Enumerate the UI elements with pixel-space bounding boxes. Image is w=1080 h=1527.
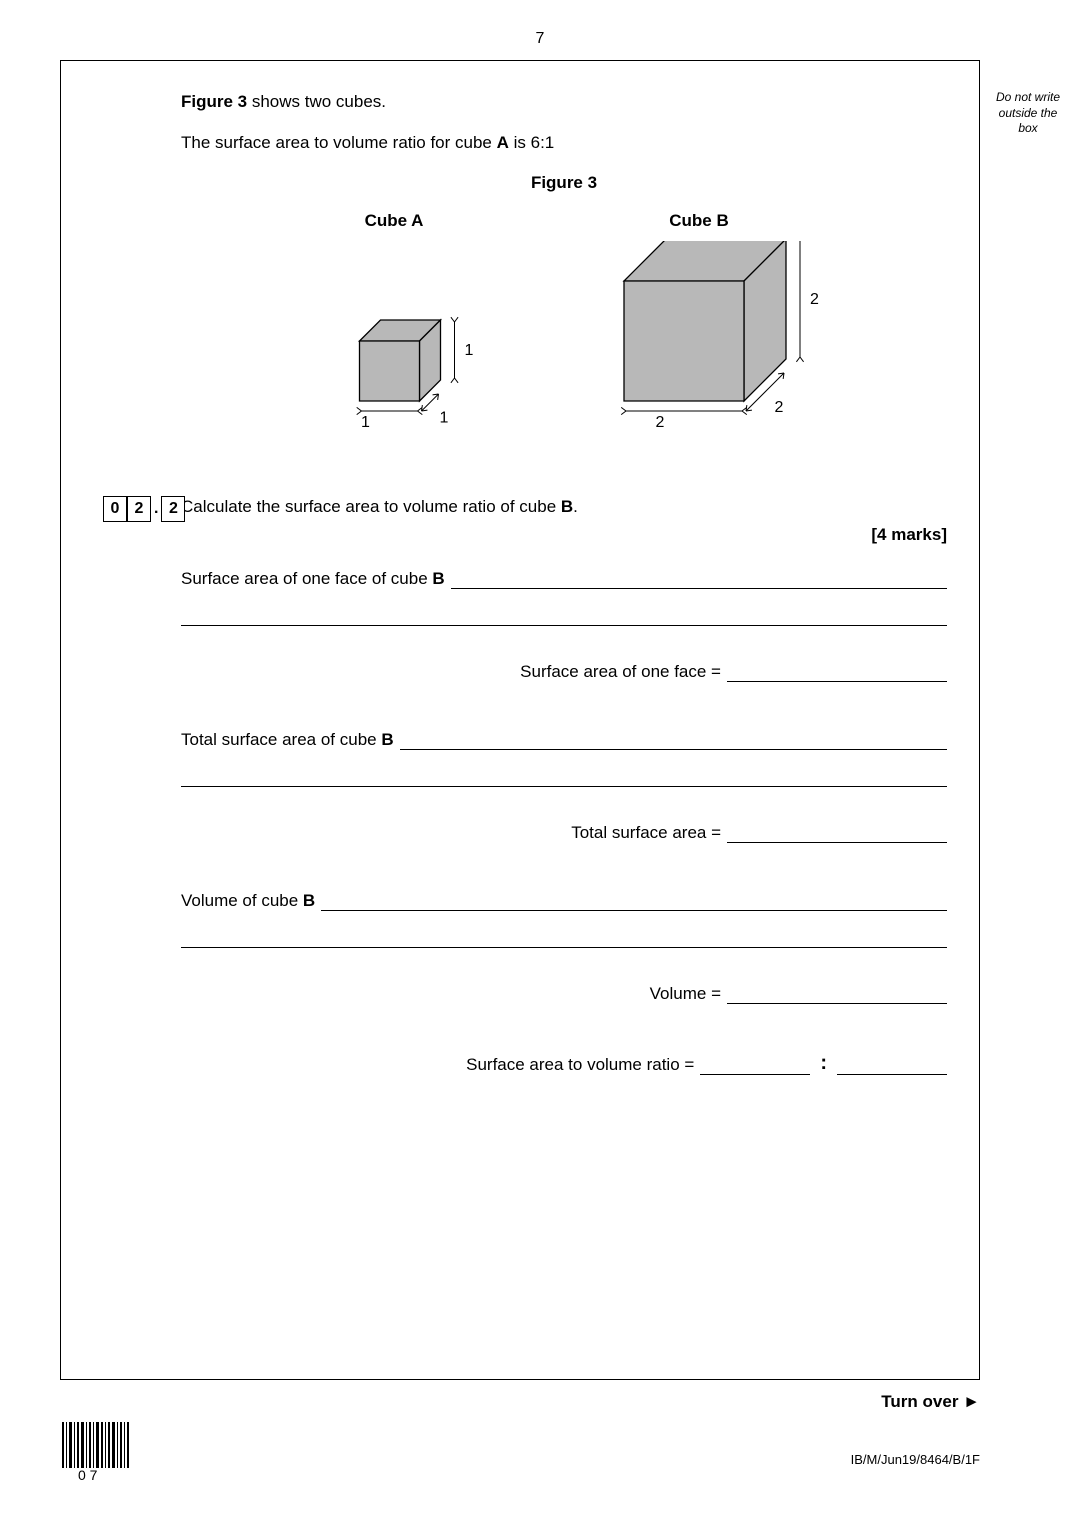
result-line-tsa: Total surface area = xyxy=(181,823,947,843)
question-number: 0 2 . 2 xyxy=(103,496,185,522)
svg-text:1: 1 xyxy=(361,414,370,431)
answer-rule[interactable] xyxy=(181,625,947,626)
answer-rule[interactable] xyxy=(451,571,947,589)
cube-a-label: Cube A xyxy=(309,211,479,231)
cube-a-icon: 1 1 1 xyxy=(309,241,479,431)
answer-line-tsa: Total surface area of cube B xyxy=(181,730,947,750)
footer-code: IB/M/Jun19/8464/B/1F xyxy=(0,1452,980,1467)
answer-rule[interactable] xyxy=(181,786,947,787)
cubes-diagram: Cube A 1 1 1 Cube B 2 2 2 xyxy=(181,211,947,436)
question-row: 0 2 . 2 Calculate the surface area to vo… xyxy=(181,496,947,1075)
answer-rule[interactable] xyxy=(727,986,947,1004)
svg-text:2: 2 xyxy=(656,414,665,431)
qnum-dot: . xyxy=(151,500,161,518)
answer-line-vol: Volume of cube B xyxy=(181,891,947,911)
result-line-ratio: Surface area to volume ratio = : xyxy=(181,1052,947,1075)
answer-rule[interactable] xyxy=(181,947,947,948)
answer-rule[interactable] xyxy=(727,825,947,843)
svg-text:2: 2 xyxy=(775,399,784,416)
turn-over-label: Turn over ► xyxy=(0,1392,980,1412)
figure-title: Figure 3 xyxy=(181,173,947,193)
figure-ref: Figure 3 xyxy=(181,92,247,111)
barcode-icon: 0 7 xyxy=(60,1422,140,1487)
answer-line-sa-face: Surface area of one face of cube B xyxy=(181,569,947,589)
qnum-box: 0 xyxy=(103,496,127,522)
marks-label: [4 marks] xyxy=(181,525,947,545)
svg-text:1: 1 xyxy=(440,409,449,426)
ratio-colon: : xyxy=(810,1052,837,1075)
cube-a-column: Cube A 1 1 1 xyxy=(309,211,479,436)
svg-text:0 7: 0 7 xyxy=(78,1467,98,1482)
qnum-box: 2 xyxy=(127,496,151,522)
answer-rule[interactable] xyxy=(321,893,947,911)
svg-text:1: 1 xyxy=(465,342,474,359)
qnum-box: 2 xyxy=(161,496,185,522)
answer-rule[interactable] xyxy=(837,1057,947,1075)
svg-text:2: 2 xyxy=(810,291,819,308)
question-text: Calculate the surface area to volume rat… xyxy=(181,496,947,519)
cube-b-label: Cube B xyxy=(579,211,819,231)
margin-note: Do not write outside the box xyxy=(988,90,1068,137)
intro-line-1: Figure 3 shows two cubes. xyxy=(181,91,947,114)
page-number: 7 xyxy=(0,30,1080,48)
intro-line-2: The surface area to volume ratio for cub… xyxy=(181,132,947,155)
answer-rule[interactable] xyxy=(700,1057,810,1075)
answer-rule[interactable] xyxy=(400,732,947,750)
result-line-vol: Volume = xyxy=(181,984,947,1004)
cube-b-column: Cube B 2 2 2 xyxy=(579,211,819,436)
answer-rule[interactable] xyxy=(727,664,947,682)
result-line-sa-face: Surface area of one face = xyxy=(181,662,947,682)
cube-b-icon: 2 2 2 xyxy=(579,241,819,431)
exam-page: 7 Do not write outside the box Figure 3 … xyxy=(0,0,1080,1507)
content-box: Figure 3 shows two cubes. The surface ar… xyxy=(60,60,980,1380)
